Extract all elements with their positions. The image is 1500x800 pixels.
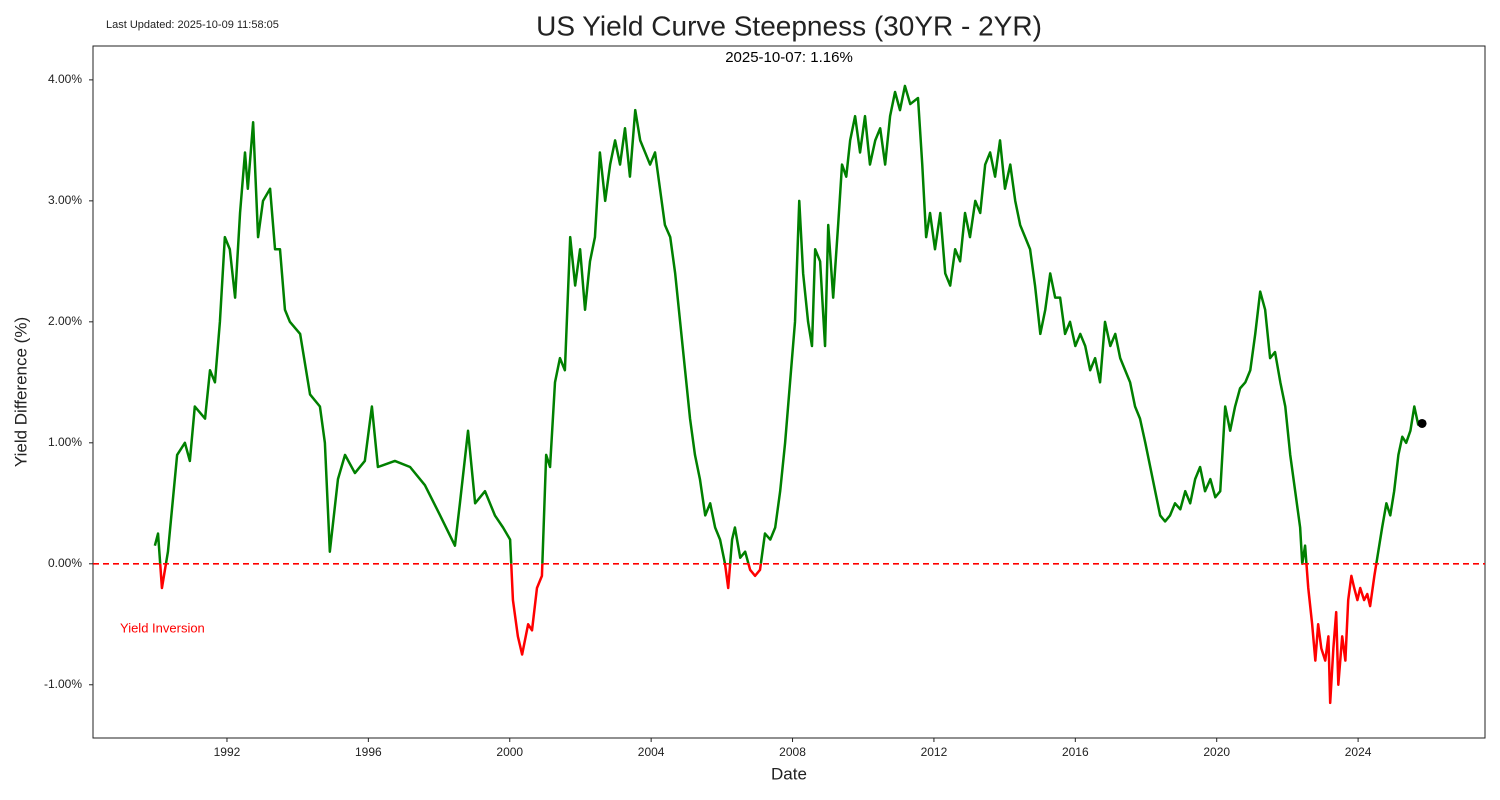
last-updated: Last Updated: 2025-10-09 11:58:05	[106, 19, 279, 31]
x-tick-label: 1996	[355, 745, 382, 759]
x-axis-label: Date	[771, 764, 807, 783]
y-tick-label: 0.00%	[48, 556, 82, 570]
y-tick-label: 3.00%	[48, 193, 82, 207]
y-tick-label: 4.00%	[48, 72, 82, 86]
y-axis-label: Yield Difference (%)	[11, 317, 30, 467]
plot-frame	[92, 45, 1486, 739]
x-tick-label: 2012	[921, 745, 948, 759]
chart-title: US Yield Curve Steepness (30YR - 2YR)	[536, 10, 1042, 41]
x-tick-label: 2020	[1203, 745, 1230, 759]
y-tick-label: -1.00%	[44, 677, 82, 691]
x-tick-label: 2016	[1062, 745, 1089, 759]
y-tick-label: 2.00%	[48, 314, 82, 328]
x-tick-label: 2024	[1345, 745, 1372, 759]
inversion-label: Yield Inversion	[120, 620, 205, 635]
x-tick-label: 2000	[496, 745, 523, 759]
x-tick-label: 2004	[638, 745, 665, 759]
latest-label: 2025-10-07: 1.16%	[725, 49, 853, 66]
line-positive	[153, 84, 1423, 564]
latest-point	[1417, 418, 1427, 428]
x-tick-label: 1992	[214, 745, 241, 759]
y-tick-label: 1.00%	[48, 435, 82, 449]
x-tick-label: 2008	[779, 745, 806, 759]
